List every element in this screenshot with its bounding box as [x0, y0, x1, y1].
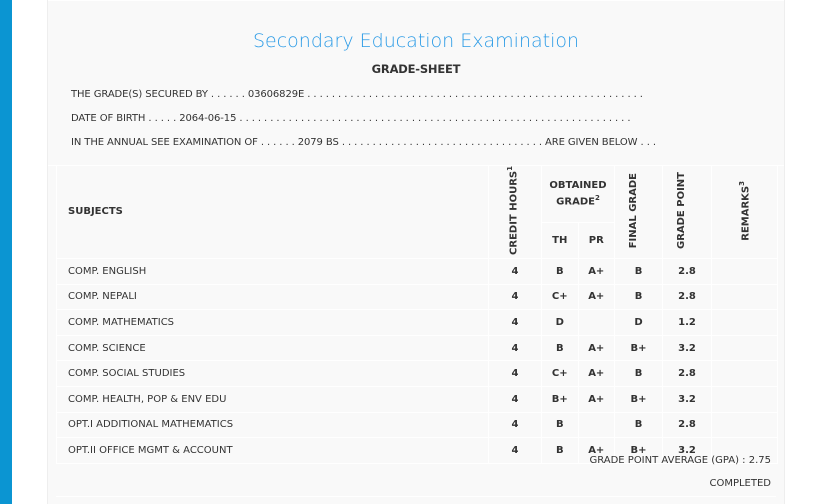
- divider: [56, 496, 776, 497]
- cell-credit: 4: [488, 360, 542, 387]
- cell-final: B: [614, 257, 663, 285]
- cell-remarks: [711, 411, 778, 439]
- cell-pr: A+: [577, 257, 615, 285]
- cell-gp: 3.2: [662, 334, 712, 362]
- header-credit: CREDIT HOURS1: [488, 165, 542, 259]
- cell-remarks: [711, 309, 778, 336]
- header-gp: GRADE POINT: [662, 165, 712, 259]
- cell-th: B+: [541, 385, 579, 413]
- cell-subject: COMP. ENGLISH: [56, 257, 489, 285]
- table-row: COMP. HEALTH, POP & ENV EDU 4 B+ A+ B+ 3.2: [56, 385, 778, 413]
- cell-subject: COMP. SCIENCE: [56, 334, 489, 362]
- cell-subject: COMP. MATHEMATICS: [56, 309, 489, 336]
- cell-final: B: [614, 411, 663, 439]
- table-row: COMP. SCIENCE 4 B A+ B+ 3.2: [56, 334, 778, 362]
- cell-remarks: [711, 283, 778, 311]
- dob-line: DATE OF BIRTH . . . . . 2064-06-15 . . .…: [71, 113, 631, 124]
- cell-final: B: [614, 283, 663, 311]
- cell-final: B+: [614, 385, 663, 413]
- table-row: COMP. NEPALI 4 C+ A+ B 2.8: [56, 283, 778, 311]
- secured-by-line: THE GRADE(S) SECURED BY . . . . . . 0360…: [71, 89, 643, 100]
- header-remarks: REMARKS3: [711, 165, 778, 259]
- cell-th: C+: [541, 283, 579, 311]
- status-text: COMPLETED: [709, 478, 771, 489]
- header-obtained: OBTAINED GRADE2: [541, 164, 615, 224]
- cell-credit: 4: [488, 334, 542, 362]
- cell-th: B: [541, 257, 579, 285]
- cell-credit: 4: [488, 309, 542, 336]
- cell-credit: 4: [488, 283, 542, 311]
- header-final: FINAL GRADE: [614, 165, 663, 259]
- cell-final: B+: [614, 437, 663, 464]
- cell-subject: COMP. HEALTH, POP & ENV EDU: [56, 385, 489, 413]
- grades-table: SUBJECTS CREDIT HOURS1 OBTAINED GRADE2 F…: [56, 164, 778, 464]
- page-title: Secondary Education Examination: [252, 30, 580, 52]
- cell-final: B: [614, 360, 663, 387]
- cell-remarks: [711, 360, 778, 387]
- cell-th: B: [541, 411, 579, 439]
- cell-final: D: [614, 309, 663, 336]
- cell-remarks: [711, 385, 778, 413]
- cell-pr: A+: [577, 385, 615, 413]
- cell-gp: 2.8: [662, 411, 712, 439]
- page-subtitle: GRADE-SHEET: [371, 62, 461, 76]
- cell-credit: 4: [488, 437, 542, 464]
- table-row: COMP. ENGLISH 4 B A+ B 2.8: [56, 257, 778, 285]
- cell-final: B+: [614, 334, 663, 362]
- cell-pr: [577, 411, 615, 439]
- sidebar-accent: [0, 0, 12, 504]
- header-subjects: SUBJECTS: [56, 165, 489, 259]
- cell-pr: [577, 309, 615, 336]
- cell-credit: 4: [488, 385, 542, 413]
- cell-subject: OPT.I ADDITIONAL MATHEMATICS: [56, 411, 489, 439]
- cell-pr: A+: [577, 437, 615, 464]
- cell-pr: A+: [577, 283, 615, 311]
- exam-line: IN THE ANNUAL SEE EXAMINATION OF . . . .…: [71, 137, 656, 148]
- cell-remarks: [711, 437, 778, 464]
- cell-gp: 3.2: [662, 437, 712, 464]
- table-row: OPT.I ADDITIONAL MATHEMATICS 4 B B 2.8: [56, 411, 778, 439]
- cell-subject: OPT.II OFFICE MGMT & ACCOUNT: [56, 437, 489, 464]
- cell-gp: 2.8: [662, 360, 712, 387]
- table-row: COMP. SOCIAL STUDIES 4 C+ A+ B 2.8: [56, 360, 778, 387]
- gpa-text: GRADE POINT AVERAGE (GPA) : 2.75: [589, 455, 771, 466]
- grade-sheet-card: Secondary Education Examination GRADE-SH…: [47, 0, 785, 504]
- cell-pr: A+: [577, 360, 615, 387]
- cell-gp: 3.2: [662, 385, 712, 413]
- header-pr: PR: [577, 222, 615, 259]
- cell-subject: COMP. NEPALI: [56, 283, 489, 311]
- cell-th: D: [541, 309, 579, 336]
- cell-th: C+: [541, 360, 579, 387]
- cell-pr: A+: [577, 334, 615, 362]
- cell-gp: 2.8: [662, 257, 712, 285]
- cell-th: B: [541, 334, 579, 362]
- cell-th: B: [541, 437, 579, 464]
- cell-subject: COMP. SOCIAL STUDIES: [56, 360, 489, 387]
- header-section: Secondary Education Examination GRADE-SH…: [48, 0, 784, 166]
- header-th: TH: [541, 222, 579, 259]
- cell-credit: 4: [488, 411, 542, 439]
- cell-remarks: [711, 257, 778, 285]
- cell-gp: 1.2: [662, 309, 712, 336]
- cell-credit: 4: [488, 257, 542, 285]
- cell-remarks: [711, 334, 778, 362]
- cell-gp: 2.8: [662, 283, 712, 311]
- table-row: OPT.II OFFICE MGMT & ACCOUNT 4 B A+ B+ 3.2: [56, 437, 778, 464]
- table-row: COMP. MATHEMATICS 4 D D 1.2: [56, 309, 778, 336]
